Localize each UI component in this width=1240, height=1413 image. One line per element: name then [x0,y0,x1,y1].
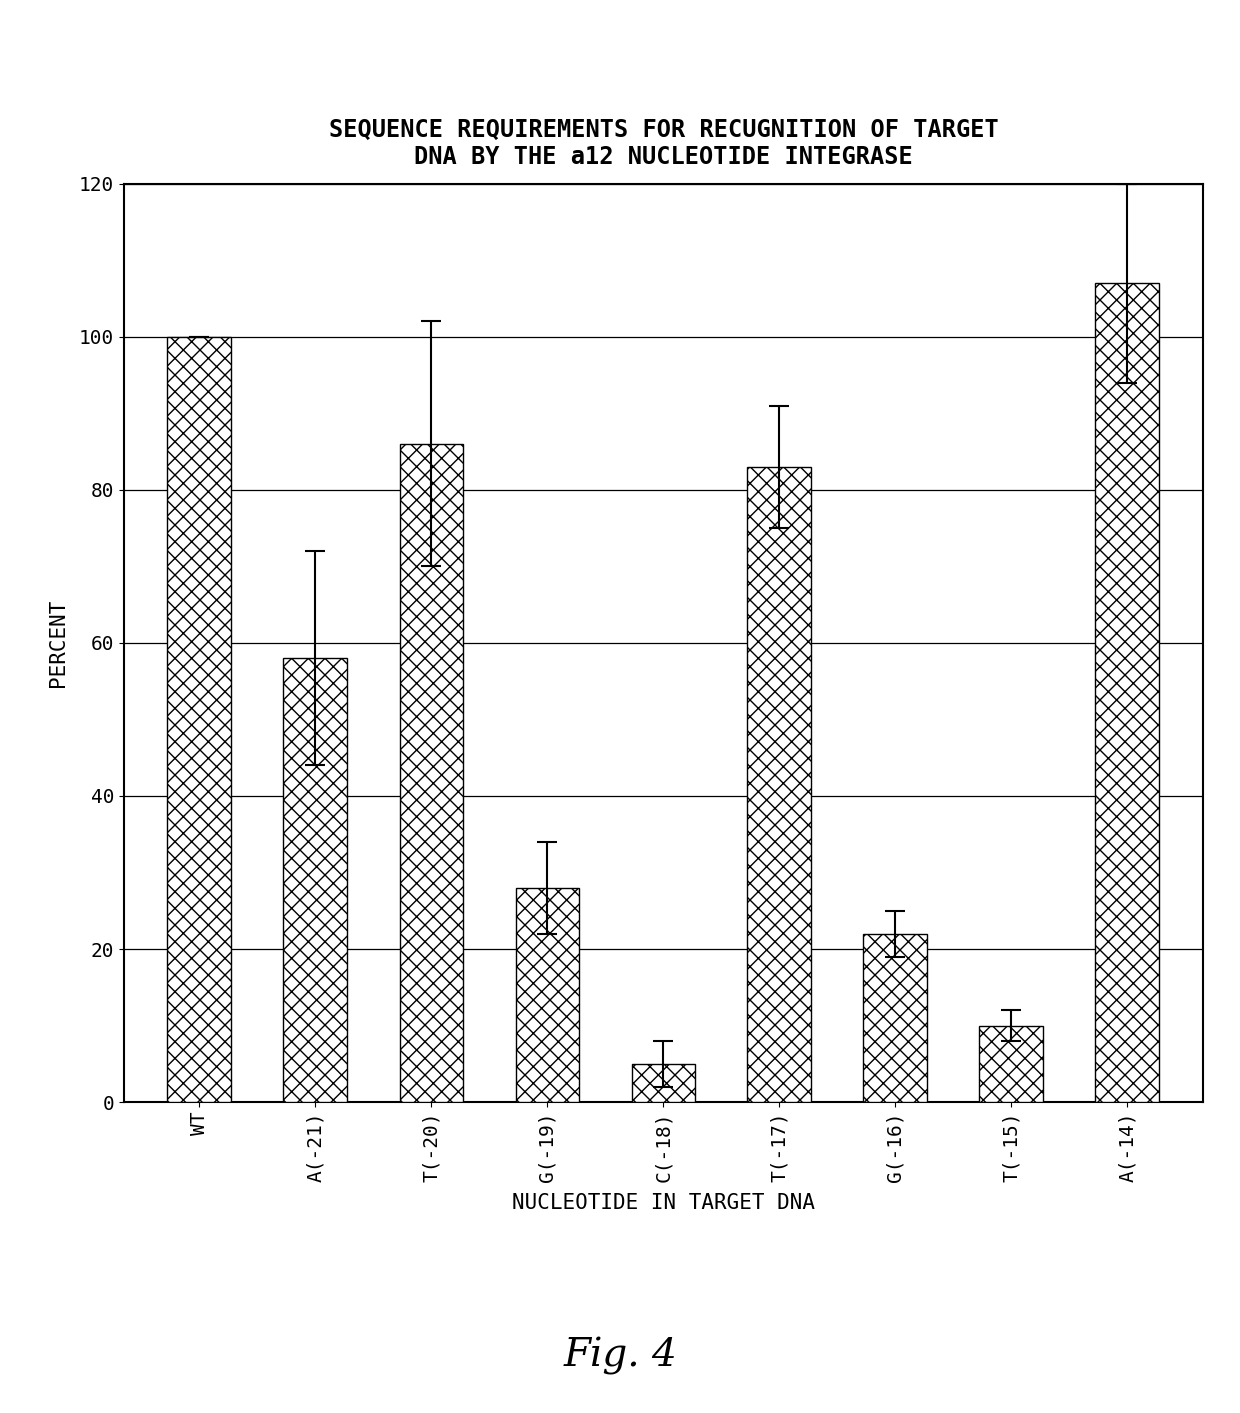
Bar [631,1064,696,1102]
Y-axis label: PERCENT: PERCENT [48,599,68,687]
Bar [1095,283,1159,1102]
Bar [863,934,928,1102]
Bar [167,336,232,1102]
Bar [516,887,579,1102]
Bar [284,658,347,1102]
Title: SEQUENCE REQUIREMENTS FOR RECUGNITION OF TARGET
DNA BY THE a12 NUCLEOTIDE INTEGR: SEQUENCE REQUIREMENTS FOR RECUGNITION OF… [329,117,998,170]
Bar [399,444,464,1102]
Bar [748,466,811,1102]
Bar [980,1026,1043,1102]
X-axis label: NUCLEOTIDE IN TARGET DNA: NUCLEOTIDE IN TARGET DNA [512,1194,815,1214]
Text: Fig. 4: Fig. 4 [563,1338,677,1375]
